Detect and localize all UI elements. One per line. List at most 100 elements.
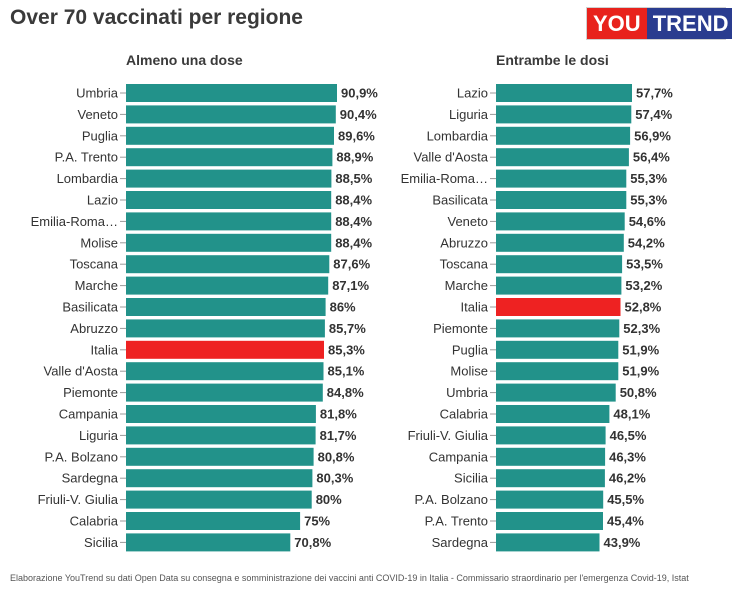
value-label: 54,2% [628, 235, 665, 250]
value-label: 50,8% [620, 385, 657, 400]
bar-0-14 [126, 383, 323, 402]
category-label: Italia [461, 300, 489, 315]
value-label: 88,9% [336, 150, 373, 165]
bar-0-4 [126, 169, 332, 188]
category-label: Piemonte [433, 321, 488, 336]
value-label: 85,7% [329, 321, 366, 336]
bar-0-10 [126, 298, 326, 316]
value-label: 88,5% [335, 171, 372, 186]
category-label: Italia [91, 342, 119, 357]
category-label: Lazio [87, 193, 118, 208]
category-label: Toscana [440, 257, 489, 272]
bar-0-12 [126, 340, 324, 359]
value-label: 55,3% [630, 171, 667, 186]
value-label: 52,3% [623, 321, 660, 336]
value-label: 46,3% [609, 449, 646, 464]
category-label: Sicilia [454, 471, 489, 486]
category-label: Sardegna [62, 471, 119, 486]
bar-1-21 [496, 533, 600, 552]
value-label: 52,8% [625, 300, 662, 315]
bar-1-17 [496, 447, 606, 466]
value-label: 84,8% [327, 385, 364, 400]
value-label: 86% [330, 300, 356, 315]
bar-0-20 [126, 512, 301, 530]
value-label: 80,8% [318, 449, 355, 464]
category-label: Calabria [70, 514, 119, 529]
category-label: Veneto [78, 107, 119, 122]
value-label: 45,4% [607, 514, 644, 529]
bar-0-19 [126, 490, 312, 509]
value-label: 54,6% [629, 214, 666, 229]
value-label: 80% [316, 492, 342, 507]
category-label: Basilicata [62, 300, 118, 315]
bar-0-3 [126, 148, 333, 167]
category-label: Lazio [457, 86, 488, 101]
logo-trend-text: TREND [646, 8, 732, 39]
bar-0-13 [126, 362, 324, 381]
category-label: Abruzzo [440, 235, 488, 250]
category-label: Emilia-Roma… [401, 171, 488, 186]
bar-1-15 [496, 405, 610, 423]
category-label: Puglia [82, 128, 119, 143]
value-label: 87,6% [333, 257, 370, 272]
category-label: Emilia-Roma… [31, 214, 118, 229]
bar-1-3 [496, 148, 629, 167]
value-label: 56,4% [633, 150, 670, 165]
category-label: Lombardia [57, 171, 119, 186]
logo-you-text: YOU [587, 8, 647, 39]
bar-charts: Umbria 90,9% Veneto 90,4% Puglia 89,6% P.A. Tr… [31, 84, 673, 552]
bar-0-11 [126, 319, 325, 338]
source-note: Elaborazione YouTrend su dati Open Data … [10, 573, 689, 583]
bar-1-8 [496, 255, 623, 274]
category-label: Molise [80, 235, 118, 250]
bar-0-6 [126, 212, 332, 231]
category-label: Marche [445, 278, 488, 293]
value-label: 48,1% [613, 407, 650, 422]
bar-1-1 [496, 105, 632, 124]
value-label: 57,7% [636, 86, 673, 101]
youtrend-logo: YOU TREND [586, 7, 732, 40]
category-label: Liguria [79, 428, 119, 443]
panel-title-first-dose: Almeno una dose [126, 52, 243, 68]
bar-1-18 [496, 469, 605, 488]
category-label: P.A. Bolzano [45, 449, 118, 464]
value-label: 85,3% [328, 342, 365, 357]
bar-1-2 [496, 126, 631, 145]
category-label: Friuli-V. Giulia [38, 492, 119, 507]
category-label: Umbria [76, 86, 119, 101]
value-label: 75% [304, 514, 330, 529]
bar-1-12 [496, 340, 619, 359]
bar-0-16 [126, 426, 316, 445]
value-label: 87,1% [332, 278, 369, 293]
category-label: P.A. Trento [425, 514, 488, 529]
bar-1-10 [496, 298, 621, 316]
bar-1-19 [496, 490, 604, 509]
bar-0-17 [126, 447, 314, 466]
category-label: Molise [450, 364, 488, 379]
bar-1-16 [496, 426, 606, 445]
value-label: 81,8% [320, 407, 357, 422]
category-label: Abruzzo [70, 321, 118, 336]
category-label: Toscana [70, 257, 119, 272]
category-label: Puglia [452, 342, 489, 357]
value-label: 88,4% [335, 193, 372, 208]
value-label: 88,4% [335, 235, 372, 250]
category-label: Sardegna [432, 535, 489, 550]
value-label: 85,1% [328, 364, 365, 379]
panel-title-both-doses: Entrambe le dosi [496, 52, 609, 68]
value-label: 88,4% [335, 214, 372, 229]
category-label: Valle d'Aosta [413, 150, 488, 165]
bar-0-9 [126, 276, 329, 295]
bar-0-15 [126, 405, 316, 423]
bar-0-18 [126, 469, 313, 488]
category-label: Veneto [448, 214, 489, 229]
value-label: 51,9% [622, 342, 659, 357]
category-label: P.A. Trento [55, 150, 118, 165]
bar-0-7 [126, 233, 332, 252]
value-label: 56,9% [634, 128, 671, 143]
value-label: 43,9% [604, 535, 641, 550]
category-label: Lombardia [427, 128, 489, 143]
value-label: 90,4% [340, 107, 377, 122]
bar-0-0 [126, 84, 337, 102]
bar-0-1 [126, 105, 336, 124]
